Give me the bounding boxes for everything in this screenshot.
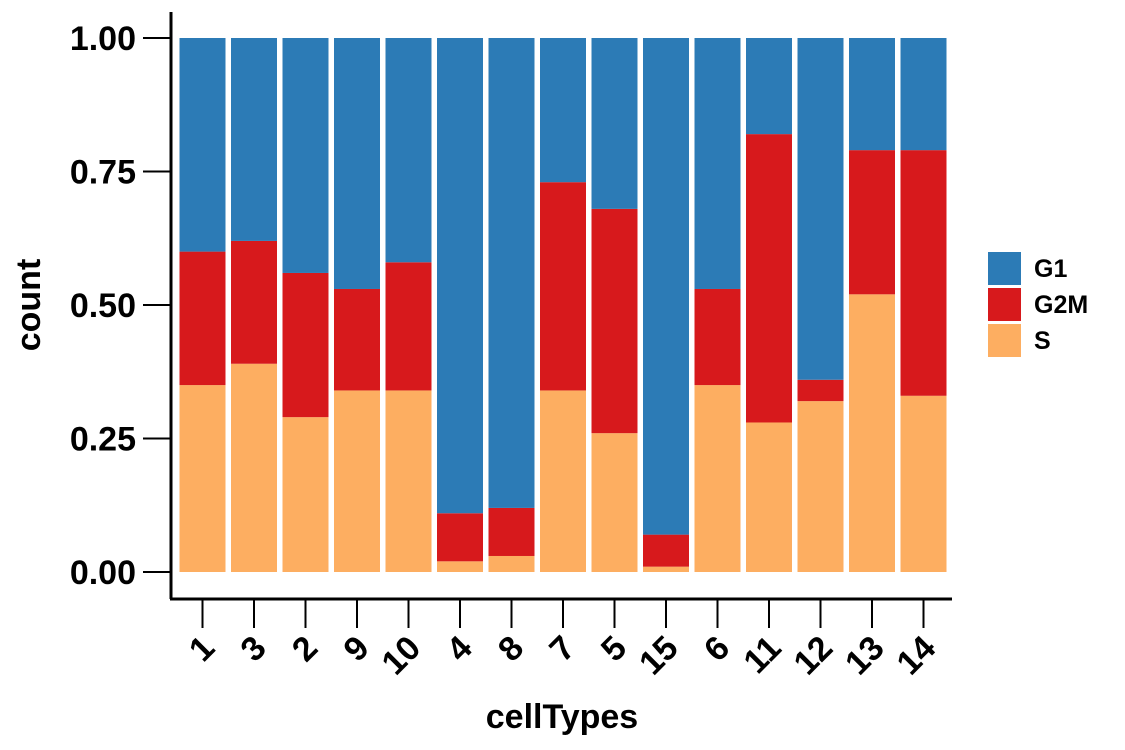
bar-g2m-12 [797,379,844,402]
x-tick-label: 7 [542,629,582,669]
bar-g2m-15 [643,534,689,567]
bar-g1-8 [488,38,535,508]
bar-g2m-5 [591,208,638,434]
bar-g2m-8 [488,507,535,556]
bar-s-7 [540,390,586,572]
bar-s-15 [643,566,689,572]
y-tick-label: 0.00 [70,554,136,592]
bar-s-14 [900,395,947,572]
x-tick-label: 11 [736,629,788,681]
bar-g1-9 [334,38,380,289]
bar-s-1 [179,385,226,572]
x-tick-label: 1 [182,629,222,669]
bar-s-9 [334,390,380,572]
bar-g2m-7 [540,182,586,391]
x-tick-label: 2 [285,629,325,669]
bar-g1-12 [797,38,844,380]
bar-g1-11 [746,38,792,135]
bar-g1-7 [540,38,586,183]
bar-s-12 [797,401,844,572]
legend-label-g1: G1 [1034,255,1067,283]
bar-g1-13 [849,38,895,151]
bar-g1-1 [179,38,226,252]
bar-s-11 [746,422,792,572]
x-tick-label: 4 [439,629,479,669]
bar-g2m-2 [282,272,329,418]
bar-g2m-3 [231,240,277,364]
bar-s-5 [591,433,638,572]
bar-s-3 [231,363,277,572]
bar-g1-15 [643,38,689,535]
x-tick-label: 8 [491,629,531,669]
bar-g1-5 [591,38,638,209]
x-tick-label: 5 [594,629,634,669]
bar-g2m-9 [334,288,380,391]
x-tick-label: 15 [632,629,686,683]
y-ticks-group: 0.00 0.25 0.50 0.75 1.00 [70,20,171,592]
bars-group [179,38,947,572]
bar-g2m-13 [849,150,895,295]
x-tick-label: 14 [890,629,944,683]
x-tick-label: 12 [787,629,841,683]
x-tick-label: 6 [697,629,737,669]
legend-swatch-g1 [988,252,1021,285]
bar-s-2 [282,417,329,572]
bar-s-6 [694,385,741,572]
x-tick-label: 13 [838,629,892,683]
legend-label-g2m: G2M [1034,291,1088,319]
x-tick-label: 3 [233,629,273,669]
y-tick-label: 0.75 [70,154,136,192]
bar-g1-6 [694,38,741,289]
legend: G1 G2M S [988,252,1088,357]
bar-g2m-4 [437,513,483,562]
legend-label-s: S [1034,327,1051,355]
bar-s-10 [385,390,432,572]
bar-g2m-14 [900,150,947,396]
bar-g2m-11 [746,134,792,423]
bar-s-13 [849,294,895,572]
y-tick-label: 0.50 [70,287,136,325]
bar-g2m-10 [385,262,432,391]
bar-g2m-1 [179,251,226,386]
bar-g1-14 [900,38,947,151]
x-tick-label: 9 [336,629,376,669]
x-tick-label: 10 [375,629,429,683]
y-tick-label: 1.00 [70,20,136,58]
bar-g1-3 [231,38,277,241]
bar-s-4 [437,561,483,572]
legend-swatch-s [988,324,1021,357]
bar-g1-4 [437,38,483,514]
legend-swatch-g2m [988,288,1021,321]
x-axis-title: cellTypes [486,698,638,736]
bar-g1-10 [385,38,432,263]
bar-g1-2 [282,38,329,273]
y-axis-title: count [10,259,48,352]
y-tick-label: 0.25 [70,421,136,459]
bar-g2m-6 [694,288,741,386]
bar-s-8 [488,555,535,572]
